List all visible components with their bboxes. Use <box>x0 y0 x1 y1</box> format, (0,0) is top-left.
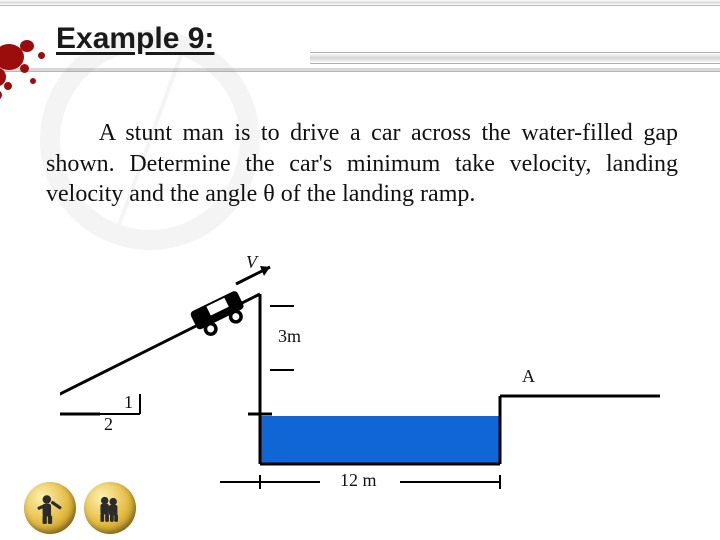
decor-bar-mid <box>310 52 720 64</box>
label-point-a: A <box>522 366 535 387</box>
label-slope-rise: 1 <box>124 392 133 413</box>
footer-icon-2 <box>84 482 136 534</box>
footer-icons <box>24 482 136 534</box>
footer-icon-1 <box>24 482 76 534</box>
projectile-diagram: V 3m A 1 2 12 m <box>60 254 660 504</box>
slide: Example 9: A stunt man is to drive a car… <box>0 0 720 540</box>
label-ramp-height: 3m <box>278 326 301 347</box>
label-gap-width: 12 m <box>340 470 377 491</box>
slide-title: Example 9: <box>56 22 214 56</box>
decor-bar-top <box>0 0 720 6</box>
label-velocity: V <box>246 252 257 273</box>
problem-statement: A stunt man is to drive a car across the… <box>46 118 678 210</box>
label-slope-run: 2 <box>104 414 113 435</box>
